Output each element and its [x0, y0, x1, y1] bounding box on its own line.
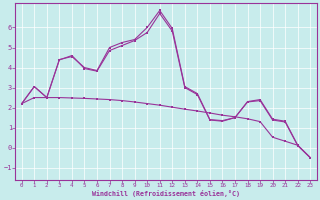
X-axis label: Windchill (Refroidissement éolien,°C): Windchill (Refroidissement éolien,°C)	[92, 190, 240, 197]
